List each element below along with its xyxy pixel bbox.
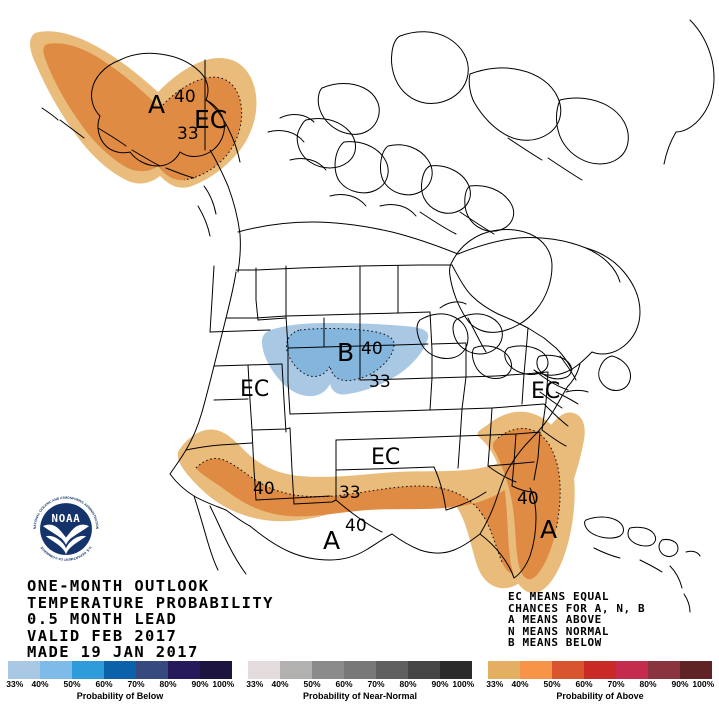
colorbar-swatch <box>312 661 344 679</box>
map-label-northwest-ec: EC <box>240 377 270 402</box>
map-label-northern-plains-below: B <box>337 338 355 367</box>
map-label-southcentral-ec: EC <box>371 445 401 470</box>
noaa-logo: NOAA NATIONAL OCEANIC AND ATMOSPHERIC AD… <box>30 493 102 565</box>
probability-contours <box>159 76 561 563</box>
colorbar-tick-label: 100% <box>692 679 715 689</box>
colorbar-tick-label: 50% <box>543 679 561 689</box>
colorbar-tick-label: 40% <box>511 679 529 689</box>
colorbar-swatch <box>8 661 40 679</box>
map-label-southwest-40: 40 <box>253 479 275 499</box>
colorbar-swatch <box>72 661 104 679</box>
shading-above-southern-tier <box>177 412 585 589</box>
colorbar-swatch <box>376 661 408 679</box>
colorbar-swatch <box>248 661 280 679</box>
colorbar-tick-label: 33% <box>246 679 264 689</box>
map-label-southeast-40: 40 <box>517 489 539 509</box>
colorbar-tick-label: 33% <box>486 679 504 689</box>
colorbar-swatch <box>648 661 680 679</box>
title-line-4-valid: VALID FEB 2017 <box>27 626 178 645</box>
colorbar-swatch <box>552 661 584 679</box>
coastlines-and-borders <box>41 19 715 613</box>
colorbar-tick-label: 80% <box>159 679 177 689</box>
colorbar-tick-label: 40% <box>31 679 49 689</box>
colorbar-tick-label: 90% <box>431 679 449 689</box>
colorbar-below-swatches <box>8 661 232 679</box>
title-line-3: 0.5 MONTH LEAD <box>27 610 178 629</box>
colorbar-tick-label: 100% <box>452 679 475 689</box>
colorbar-below-ticks: 33% 40% 50% 60% 70% 80% 90% 100% <box>6 679 235 690</box>
colorbar-tick-label: 60% <box>95 679 113 689</box>
title-line-1: ONE-MONTH OUTLOOK <box>27 577 210 595</box>
colorbar-tick-label: 40% <box>271 679 289 689</box>
colorbar-tick-label: 70% <box>367 679 385 689</box>
colorbar-tick-label: 33% <box>6 679 24 689</box>
colorbar-swatch <box>408 661 440 679</box>
colorbar-swatch <box>584 661 616 679</box>
colorbar-above-caption: Probability of Above <box>556 691 644 701</box>
colorbar-swatch <box>616 661 648 679</box>
ec-legend-line-5: B MEANS BELOW <box>508 636 602 650</box>
colorbar-tick-label: 90% <box>191 679 209 689</box>
colorbar-swatch <box>40 661 72 679</box>
colorbar-swatch <box>168 661 200 679</box>
map-label-alaska-ec: EC <box>194 105 228 134</box>
colorbar-swatch <box>200 661 232 679</box>
noaa-logo-text: NOAA <box>52 512 81 525</box>
map-label-southeast-above: A <box>540 515 558 544</box>
colorbar-tick-label: 50% <box>303 679 321 689</box>
colorbar-below-caption: Probability of Below <box>76 691 164 701</box>
colorbar-tick-label: 60% <box>335 679 353 689</box>
colorbar-tick-label: 100% <box>212 679 235 689</box>
colorbar-near-normal-swatches <box>248 661 472 679</box>
colorbar-below[interactable]: 33% 40% 50% 60% 70% 80% 90% 100% Probability of… <box>6 661 235 701</box>
colorbar-near-normal-caption: Probability of Near-Normal <box>302 691 418 701</box>
colorbar-tick-label: 70% <box>607 679 625 689</box>
map-label-northeast-ec: EC <box>531 379 561 404</box>
map-label-northern-plains-40: 40 <box>361 339 383 359</box>
ec-legend-block: EC MEANS EQUAL CHANCES FOR A, N, B A MEA… <box>508 591 645 649</box>
colorbar-swatch <box>520 661 552 679</box>
colorbar-tick-label: 50% <box>63 679 81 689</box>
north-america-map[interactable] <box>0 0 719 655</box>
colorbar-swatch <box>104 661 136 679</box>
colorbar-tick-label: 80% <box>639 679 657 689</box>
shading-above-alaska <box>30 31 257 188</box>
colorbar-near-normal-ticks: 33% 40% 50% 60% 70% 80% 90% 100% <box>246 679 475 690</box>
colorbar-tick-label: 70% <box>127 679 145 689</box>
colorbar-swatch <box>344 661 376 679</box>
ec-legend-line-1: EC MEANS EQUAL <box>508 590 610 603</box>
title-line-5-made: MADE 19 JAN 2017 <box>27 643 199 662</box>
colorbar-swatch <box>488 661 520 679</box>
colorbar-above-ticks: 33% 40% 50% 60% 70% 80% 90% 100% <box>486 679 715 690</box>
map-label-southwest-above: A <box>323 526 341 555</box>
map-label-alaska-40: 40 <box>174 87 196 107</box>
map-label-alaska-above: A <box>148 90 166 119</box>
colorbar-tick-label: 80% <box>399 679 417 689</box>
map-area[interactable]: A 40 33 EC B 40 33 EC EC EC 40 33 40 A 4… <box>0 0 719 655</box>
map-label-southplains-40: 40 <box>345 516 367 536</box>
title-line-2: TEMPERATURE PROBABILITY <box>27 593 274 612</box>
ec-legend-line-4: N MEANS NORMAL <box>508 624 610 638</box>
colorbar-near-normal[interactable]: 33% 40% 50% 60% 70% 80% 90% 100% Probability of… <box>246 661 475 701</box>
colorbar-above[interactable]: 33% 40% 50% 60% 70% 80% 90% 100% Probability of… <box>486 661 715 701</box>
map-label-southplains-33: 33 <box>339 483 361 503</box>
colorbar-above-swatches <box>488 661 712 679</box>
colorbar-tick-label: 90% <box>671 679 689 689</box>
colorbar-swatch <box>680 661 712 679</box>
map-label-alaska-33: 33 <box>177 124 199 144</box>
colorbar-tick-label: 60% <box>575 679 593 689</box>
colorbar-legends: 33% 40% 50% 60% 70% 80% 90% 100% Probability of… <box>0 661 719 707</box>
colorbar-swatch <box>280 661 312 679</box>
ec-legend-line-3: A MEANS ABOVE <box>508 613 602 627</box>
ec-legend-line-2: CHANCES FOR A, N, B <box>508 601 646 615</box>
colorbar-swatch <box>440 661 472 679</box>
title-block: ONE-MONTH OUTLOOK TEMPERATURE PROBABILIT… <box>27 578 274 661</box>
colorbar-swatch <box>136 661 168 679</box>
map-label-northern-plains-33: 33 <box>369 372 391 392</box>
shading-below-northern-plains <box>262 323 429 397</box>
